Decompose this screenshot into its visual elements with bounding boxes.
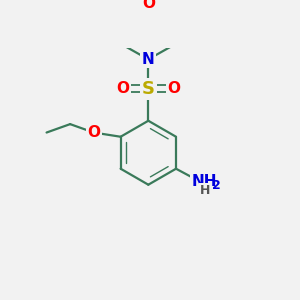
Text: 2: 2: [212, 179, 221, 192]
Text: N: N: [142, 52, 155, 67]
Text: O: O: [167, 81, 180, 96]
Text: NH: NH: [192, 174, 218, 189]
Text: H: H: [200, 184, 210, 197]
Text: O: O: [87, 125, 100, 140]
Text: O: O: [142, 0, 155, 11]
Text: O: O: [117, 81, 130, 96]
Text: S: S: [142, 80, 155, 98]
